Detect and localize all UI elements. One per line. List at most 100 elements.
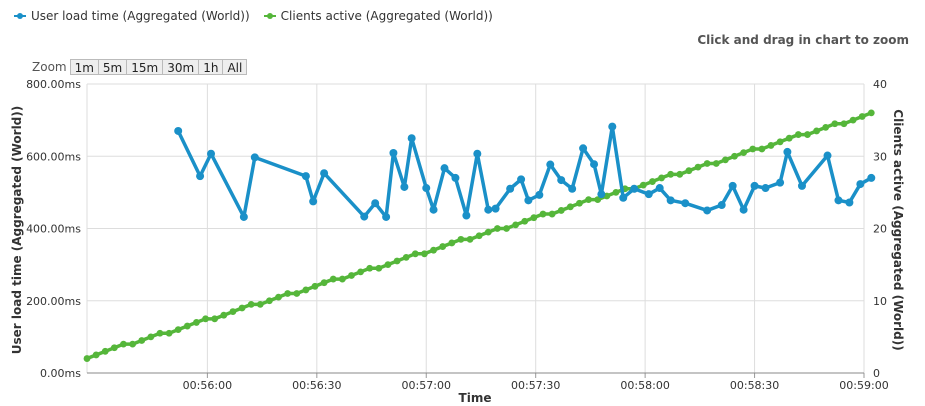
- clients-active-point: [794, 131, 802, 138]
- clients-active-point: [594, 196, 602, 204]
- user-load-time-point: [524, 196, 533, 205]
- y-axis-right-label: Clients active (Aggregated (World)): [891, 109, 905, 350]
- user-load-time-point: [630, 184, 639, 193]
- user-load-time-point: [797, 181, 806, 190]
- y-right-tick-label: 10: [873, 295, 887, 308]
- user-load-time-point: [739, 205, 748, 214]
- clients-active-point: [566, 203, 574, 211]
- clients-active-point: [639, 181, 647, 189]
- user-load-time-point: [703, 206, 712, 215]
- user-load-time-point: [783, 147, 792, 156]
- clients-active-point: [256, 300, 264, 308]
- user-load-time-point: [568, 184, 577, 193]
- user-load-time-point: [655, 184, 664, 193]
- clients-active-point: [858, 113, 866, 120]
- clients-active-point: [129, 340, 136, 348]
- clients-active-point: [731, 152, 738, 160]
- user-load-time-point: [776, 178, 785, 187]
- x-axis-label: Time: [459, 391, 492, 405]
- clients-active-point: [840, 120, 848, 128]
- clients-active-point: [749, 145, 757, 153]
- user-load-time-point: [371, 199, 380, 208]
- clients-active-point: [402, 254, 410, 261]
- user-load-time-point: [451, 173, 460, 182]
- clients-active-point: [521, 217, 529, 225]
- clients-active-point: [92, 351, 100, 359]
- clients-active-point: [776, 138, 784, 146]
- user-load-time-point: [429, 205, 438, 214]
- user-load-time-point: [666, 196, 675, 205]
- clients-active-point: [585, 196, 592, 204]
- clients-active-point: [193, 319, 200, 326]
- user-load-time-point: [196, 172, 205, 181]
- user-load-time-point: [360, 212, 369, 221]
- user-load-time-point: [484, 205, 493, 214]
- user-load-time-point: [845, 198, 854, 207]
- zoom-30m-button[interactable]: 30m: [162, 59, 200, 75]
- user-load-time-point: [382, 212, 391, 221]
- zoom-all-button[interactable]: All: [222, 59, 248, 75]
- y-right-tick-label: 40: [873, 78, 887, 91]
- x-tick-label: 00:59:00: [839, 379, 888, 392]
- chart-legend: User load time (Aggregated (World)) Clie…: [14, 9, 493, 23]
- clients-active-point: [284, 290, 292, 297]
- user-load-time-point: [389, 148, 398, 157]
- legend-swatch-icon: [14, 11, 26, 21]
- y-right-tick-label: 0: [873, 367, 880, 380]
- clients-active-point: [265, 297, 273, 305]
- user-load-time-point: [546, 160, 555, 169]
- clients-active-point: [202, 315, 209, 323]
- clients-active-point: [329, 275, 337, 283]
- x-tick-label: 00:56:00: [183, 379, 232, 392]
- clients-active-point: [493, 225, 501, 232]
- clients-active-point: [165, 329, 173, 337]
- clients-active-point: [238, 304, 246, 312]
- legend-item-user-load-time[interactable]: User load time (Aggregated (World)): [14, 9, 250, 23]
- y-right-tick-label: 20: [873, 223, 887, 236]
- y-left-tick-label: 600.00ms: [26, 150, 81, 163]
- clients-active-point: [138, 337, 146, 344]
- clients-active-point: [667, 170, 675, 178]
- clients-active-point: [712, 160, 720, 167]
- y-left-tick-label: 800.00ms: [26, 78, 81, 91]
- series-user-load-time-line: [176, 124, 873, 219]
- y-left-tick-label: 400.00ms: [26, 223, 81, 236]
- clients-active-point: [831, 120, 839, 128]
- user-load-time-point: [491, 204, 500, 213]
- legend-item-clients-active[interactable]: Clients active (Aggregated (World)): [263, 9, 493, 23]
- zoom-label: Zoom: [32, 60, 67, 74]
- clients-active-point: [120, 340, 127, 348]
- user-load-time-point: [619, 193, 628, 202]
- user-load-time-point: [867, 173, 876, 182]
- user-load-time-point: [407, 134, 416, 143]
- user-load-time-point: [856, 180, 865, 189]
- clients-active-point: [366, 264, 374, 272]
- user-load-time-point: [207, 149, 216, 158]
- clients-active-point: [229, 308, 237, 315]
- clients-active-point: [439, 243, 447, 250]
- clients-active-point: [348, 272, 355, 279]
- user-load-time-point: [440, 164, 449, 173]
- clients-active-point: [703, 160, 711, 167]
- clients-active-point: [813, 127, 820, 135]
- clients-active-point: [430, 246, 437, 254]
- clients-active-point: [539, 210, 547, 218]
- user-load-time-point: [579, 144, 588, 153]
- user-load-time-point: [422, 184, 431, 193]
- clients-active-point: [156, 329, 164, 337]
- user-load-time-point: [301, 172, 310, 181]
- clients-active-point: [393, 257, 401, 265]
- clients-active-point: [612, 188, 620, 196]
- x-tick-label: 00:58:30: [730, 379, 779, 392]
- zoom-15m-button[interactable]: 15m: [126, 59, 164, 75]
- clients-active-point: [867, 109, 875, 117]
- clients-active-point: [83, 355, 91, 362]
- clients-active-point: [101, 347, 109, 355]
- clients-active-point: [530, 214, 538, 222]
- user-load-time-point: [320, 169, 329, 178]
- clients-active-point: [183, 322, 191, 330]
- clients-active-point: [740, 149, 748, 157]
- clients-active-point: [338, 275, 346, 283]
- user-load-time-point: [535, 190, 544, 199]
